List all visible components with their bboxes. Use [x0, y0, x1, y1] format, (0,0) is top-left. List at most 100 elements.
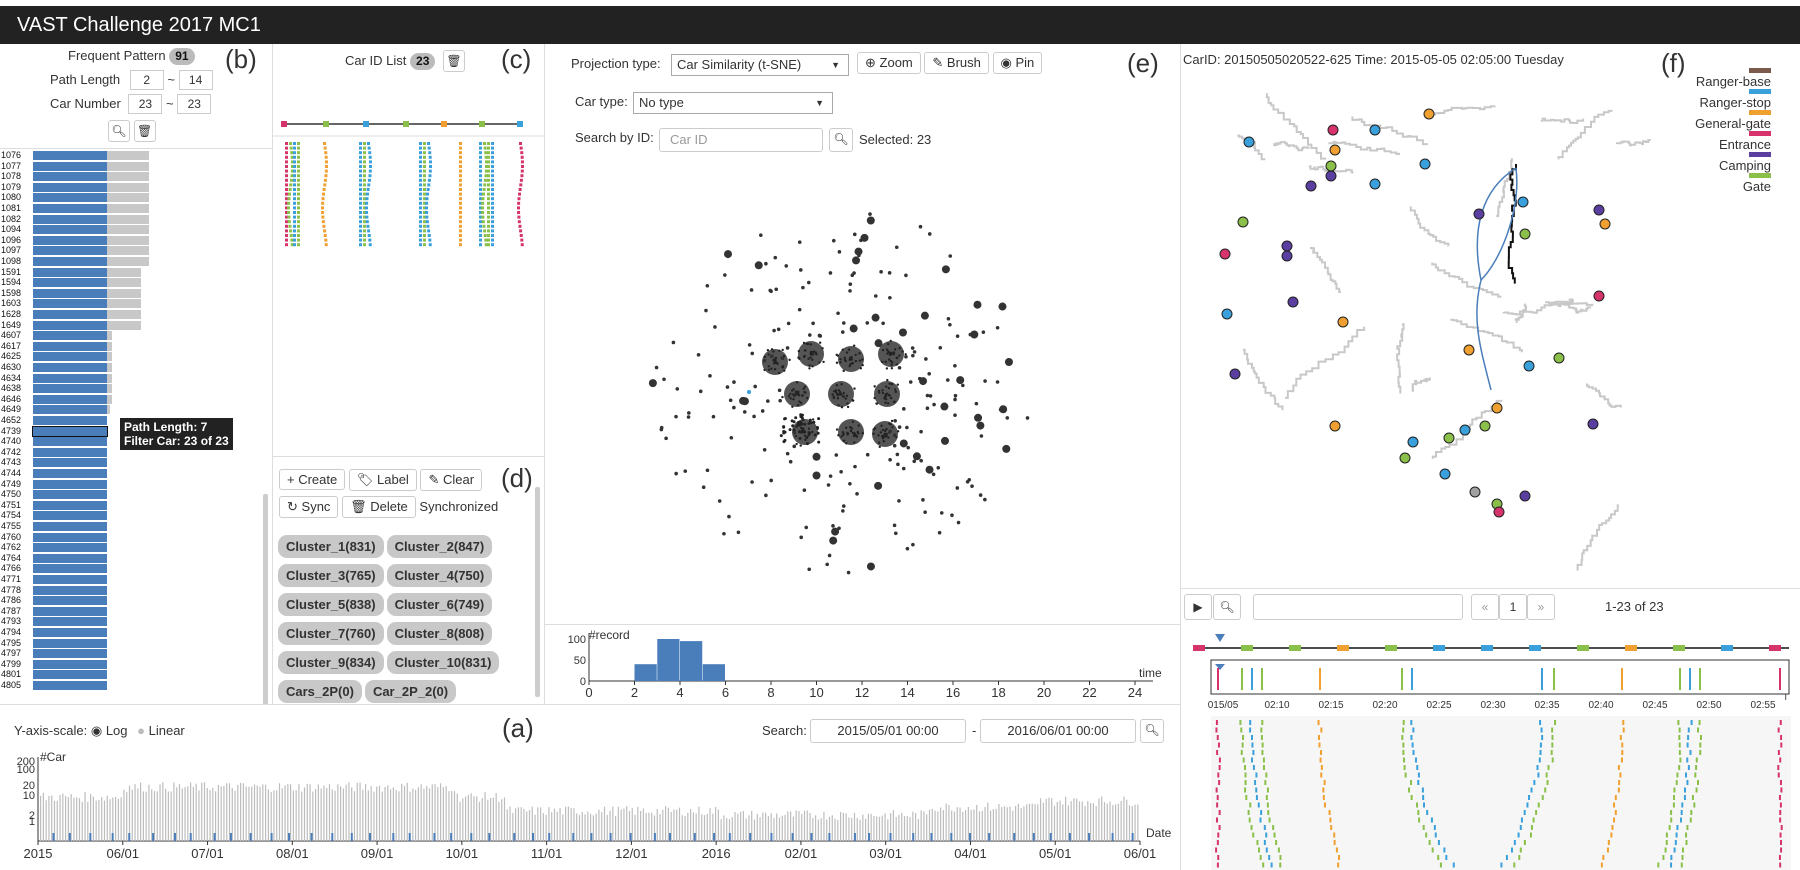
pattern-row[interactable]: 1591	[0, 267, 262, 277]
date-from-input[interactable]: 2015/05/01 00:00	[810, 719, 966, 743]
projection-type-select[interactable]: Car Similarity (t-SNE) ▼	[671, 54, 849, 76]
cluster-chip[interactable]: Cluster_1(831)	[278, 535, 384, 558]
pattern-row[interactable]: 4740	[0, 436, 262, 447]
cluster-chip[interactable]: Cluster_10(831)	[386, 651, 500, 674]
pattern-row[interactable]: 4625	[0, 351, 262, 362]
sync-button[interactable]: ↻ Sync	[279, 496, 339, 518]
pattern-row[interactable]: 1603	[0, 298, 262, 309]
pattern-row[interactable]: 4743	[0, 457, 262, 468]
car-number-min-input[interactable]: 23	[128, 94, 163, 114]
pattern-row[interactable]: 1080	[0, 192, 262, 203]
cluster-chip[interactable]: Cluster_4(750)	[386, 564, 493, 587]
linear-radio[interactable]: ●	[137, 723, 145, 738]
create-cluster-button[interactable]: + Create	[279, 469, 346, 490]
cluster-chip[interactable]: Cluster_3(765)	[278, 564, 384, 587]
cluster-chip[interactable]: Car_2P_2(0)	[364, 680, 457, 703]
trajectory-sequence-view[interactable]: 015/05 02:10 02:15 02:20 02:25 02:30 02:35 02:4…	[1181, 624, 1800, 870]
player-search-button[interactable]: 🔍︎	[1213, 594, 1241, 620]
pattern-row[interactable]: 4742	[0, 447, 262, 457]
pattern-row[interactable]: 4751	[0, 500, 262, 510]
pattern-row[interactable]: 4634	[0, 373, 262, 383]
cluster-list-scrollbar[interactable]	[535, 487, 540, 697]
pattern-row[interactable]: 4750	[0, 489, 262, 500]
tsne-scatter-plot[interactable]	[545, 164, 1180, 624]
pattern-row[interactable]: 4617	[0, 341, 262, 351]
pattern-list[interactable]: 1076 1077 1078 1079 1080 1081 1082 1094 1096 1097…	[0, 150, 262, 702]
date-search-button[interactable]: 🔍︎	[1140, 719, 1164, 743]
cluster-chip[interactable]: Cluster_2(847)	[386, 535, 493, 558]
pattern-row[interactable]: 4652	[0, 415, 262, 425]
delete-cluster-button[interactable]: 🗑︎ Delete	[342, 496, 416, 518]
label-cluster-button[interactable]: 🏷︎ Label	[348, 469, 417, 491]
pattern-row[interactable]: 4607	[0, 330, 262, 341]
pattern-row[interactable]: 4764	[0, 553, 262, 563]
pattern-row[interactable]: 4801	[0, 669, 262, 680]
pattern-row[interactable]: 1097	[0, 245, 262, 256]
car-type-select[interactable]: No type ▼	[633, 92, 833, 114]
pattern-row[interactable]: 1628	[0, 309, 262, 319]
car-id-search-button[interactable]: 🔍︎	[829, 128, 853, 152]
pattern-row[interactable]: 4754	[0, 510, 262, 521]
pattern-row[interactable]: 1649	[0, 320, 262, 330]
car-count-timeline[interactable]: 2015 06/01 07/01 08/01 09/01 10/01 11/01 12/01 2…	[0, 745, 1180, 870]
pattern-row[interactable]: 1079	[0, 182, 262, 192]
pattern-row[interactable]: 4794	[0, 627, 262, 637]
car-list-delete-button[interactable]: 🗑︎	[443, 50, 466, 72]
pin-button[interactable]: ◉ Pin	[992, 52, 1043, 74]
pattern-row[interactable]: 1594	[0, 277, 262, 288]
cluster-chip[interactable]: Cluster_9(834)	[278, 651, 384, 674]
play-button[interactable]: ▶	[1184, 594, 1212, 620]
pattern-search-button[interactable]: 🔍︎	[108, 120, 130, 142]
page-next-button[interactable]: »	[1527, 594, 1555, 620]
car-number-max-input[interactable]: 23	[177, 94, 212, 114]
pattern-row[interactable]: 4786	[0, 595, 262, 606]
pattern-row[interactable]: 4762	[0, 542, 262, 553]
pattern-row[interactable]: 1081	[0, 203, 262, 213]
pattern-row[interactable]: 1078	[0, 171, 262, 182]
clear-cluster-button[interactable]: ✎ Clear	[420, 469, 483, 491]
page-number[interactable]: 1	[1499, 594, 1527, 620]
pattern-row[interactable]: 4793	[0, 616, 262, 627]
pattern-row[interactable]: 4797	[0, 648, 262, 659]
pattern-row[interactable]: 1094	[0, 224, 262, 235]
pattern-row[interactable]: 1077	[0, 161, 262, 171]
pattern-row[interactable]: 4646	[0, 394, 262, 404]
pattern-row[interactable]: 1076	[0, 150, 262, 160]
pattern-row[interactable]: 4760	[0, 532, 262, 542]
pattern-row[interactable]: 4744	[0, 468, 262, 478]
pattern-row[interactable]: 4649	[0, 404, 262, 415]
pattern-row[interactable]: 4739	[0, 425, 262, 437]
pattern-row[interactable]: 4799	[0, 659, 262, 669]
cluster-chip[interactable]: Cluster_5(838)	[278, 593, 384, 616]
cluster-chip[interactable]: Cluster_7(760)	[278, 622, 384, 645]
pattern-row[interactable]: 4795	[0, 638, 262, 648]
pattern-row[interactable]: 4787	[0, 606, 262, 616]
car-sequence-view[interactable]	[273, 80, 544, 456]
pattern-row[interactable]: 4749	[0, 479, 262, 489]
pattern-row[interactable]: 4805	[0, 680, 262, 690]
pattern-row[interactable]: 4638	[0, 383, 262, 394]
pattern-row[interactable]: 1096	[0, 235, 262, 245]
pattern-list-scrollbar[interactable]	[263, 494, 268, 704]
pattern-row[interactable]: 1598	[0, 288, 262, 298]
player-search-input[interactable]	[1253, 594, 1463, 620]
pattern-row[interactable]: 4778	[0, 585, 262, 595]
park-map[interactable]	[1181, 60, 1681, 580]
pattern-row[interactable]: 4771	[0, 574, 262, 584]
date-to-input[interactable]: 2016/06/01 00:00	[980, 719, 1136, 743]
cluster-chip[interactable]: Cars_2P(0)	[278, 680, 362, 703]
zoom-button[interactable]: ⊕ Zoom	[857, 52, 921, 74]
pattern-row[interactable]: 4766	[0, 563, 262, 574]
path-length-min-input[interactable]: 2	[129, 70, 164, 90]
pattern-row[interactable]: 1098	[0, 256, 262, 266]
brush-button[interactable]: ✎ Brush	[924, 52, 989, 74]
path-length-max-input[interactable]: 14	[178, 70, 213, 90]
pattern-row[interactable]: 4630	[0, 362, 262, 372]
pattern-delete-button[interactable]: 🗑︎	[133, 120, 156, 142]
page-prev-button[interactable]: «	[1471, 594, 1499, 620]
cluster-chip[interactable]: Cluster_6(749)	[386, 593, 493, 616]
pattern-row[interactable]: 4755	[0, 521, 262, 531]
pattern-row[interactable]: 1082	[0, 214, 262, 224]
car-id-search-input[interactable]: Car ID	[659, 128, 823, 152]
